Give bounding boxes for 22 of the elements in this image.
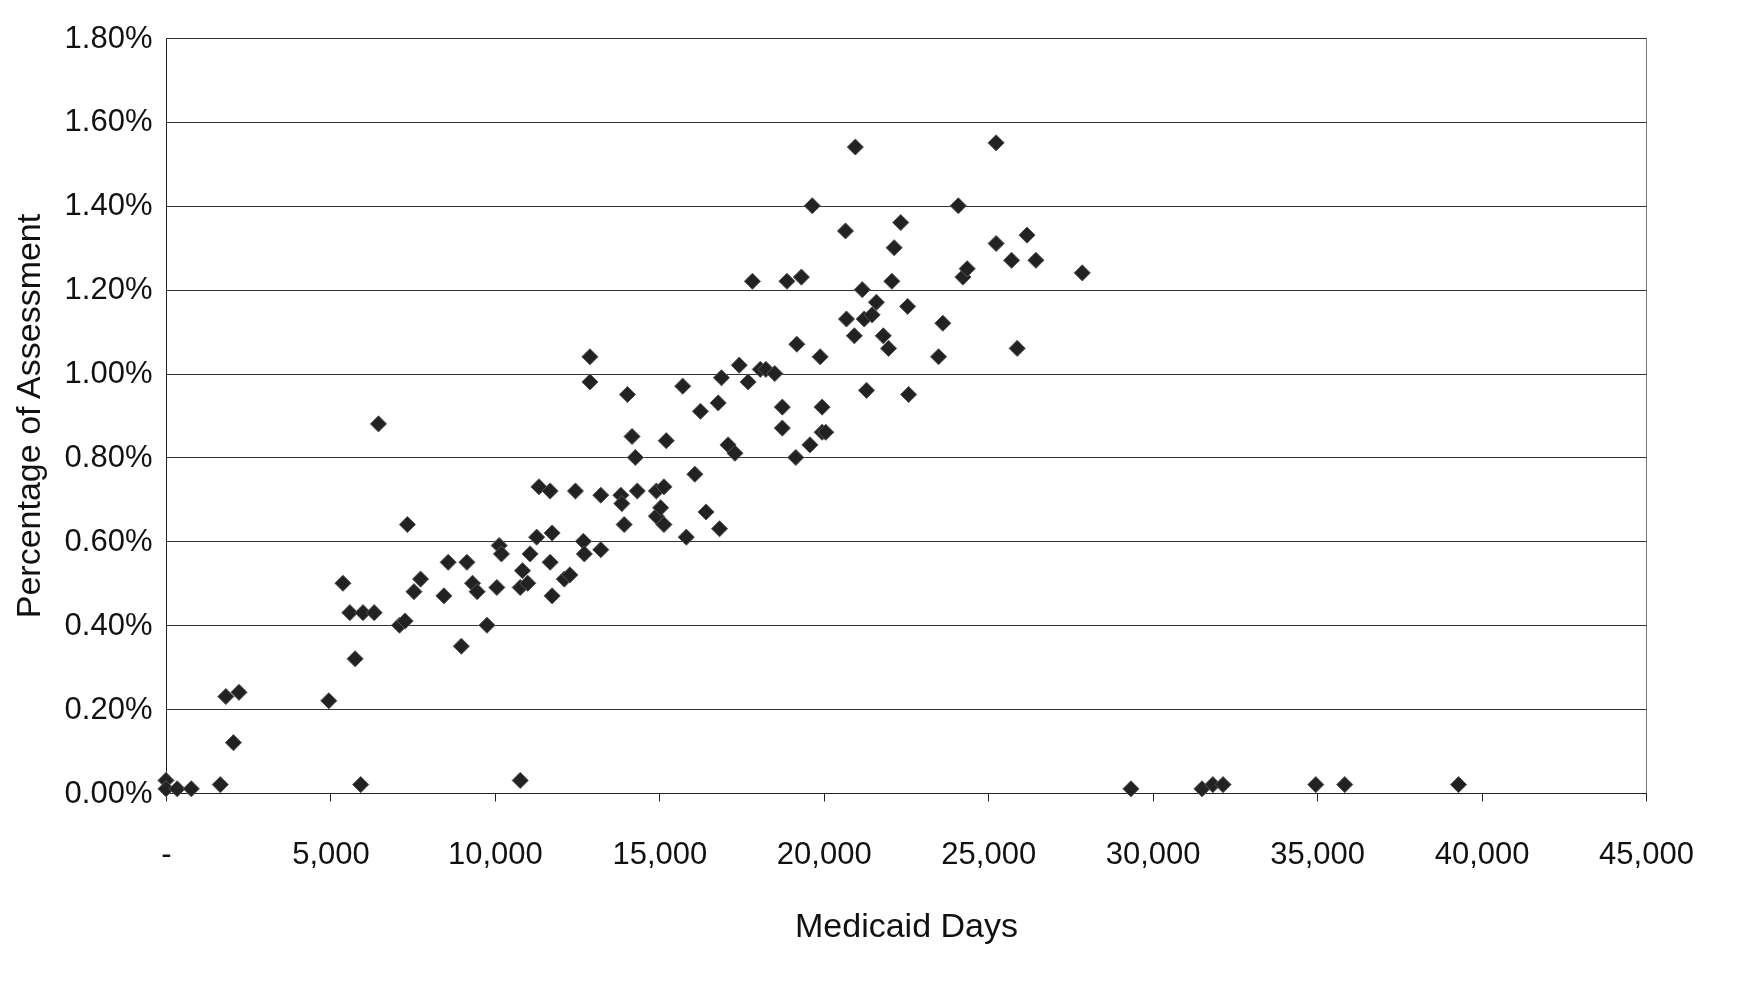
y-tick-label: 1.60%: [64, 103, 153, 139]
y-tick-label: 0.60%: [64, 522, 153, 558]
y-tick-label: 0.40%: [64, 606, 153, 642]
x-tick-label: 15,000: [612, 835, 708, 871]
y-axis-title: Percentage of Assessment: [8, 213, 47, 619]
x-tick-label: 45,000: [1599, 835, 1694, 871]
y-tick-label: 1.00%: [64, 355, 153, 391]
x-tick-label: 30,000: [1105, 835, 1201, 871]
x-tick-label: 5,000: [292, 835, 370, 871]
x-tick-label: -: [161, 835, 172, 871]
x-tick-label: 35,000: [1270, 835, 1366, 871]
y-tick-label: 1.80%: [64, 19, 153, 55]
x-tick-label: 20,000: [776, 835, 872, 871]
y-tick-label: 1.20%: [64, 271, 153, 307]
y-tick-label: 0.20%: [64, 690, 153, 726]
y-tick-label: 1.40%: [64, 187, 153, 223]
x-tick-label: 40,000: [1434, 835, 1530, 871]
x-axis-title: Medicaid Days: [795, 905, 1018, 944]
x-tick-label: 10,000: [447, 835, 543, 871]
y-tick-label: 0.80%: [64, 438, 153, 474]
y-tick-label: 0.00%: [64, 774, 153, 810]
x-tick-label: 25,000: [941, 835, 1037, 871]
